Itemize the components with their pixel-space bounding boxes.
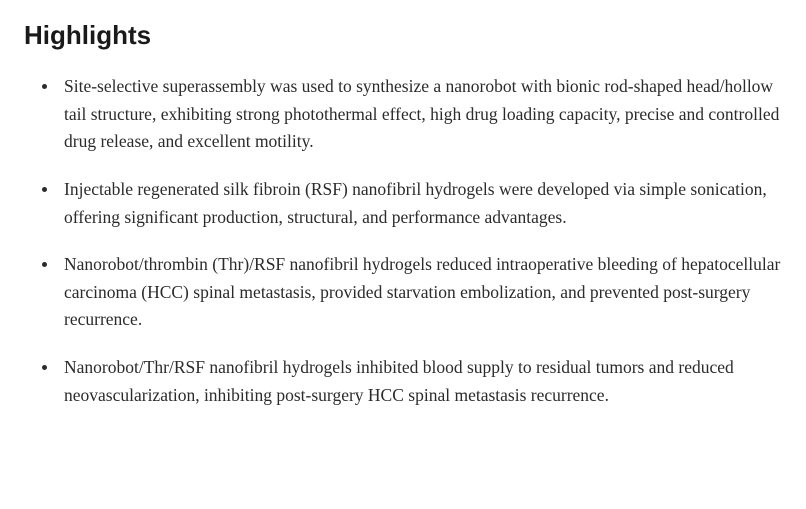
list-item: Injectable regenerated silk fibroin (RSF… [64, 176, 782, 231]
list-item: Nanorobot/thrombin (Thr)/RSF nanofibril … [64, 251, 782, 334]
highlights-heading: Highlights [24, 20, 782, 51]
list-item: Nanorobot/Thr/RSF nanofibril hydrogels i… [64, 354, 782, 409]
list-item: Site-selective superassembly was used to… [64, 73, 782, 156]
highlights-list: Site-selective superassembly was used to… [24, 73, 782, 409]
